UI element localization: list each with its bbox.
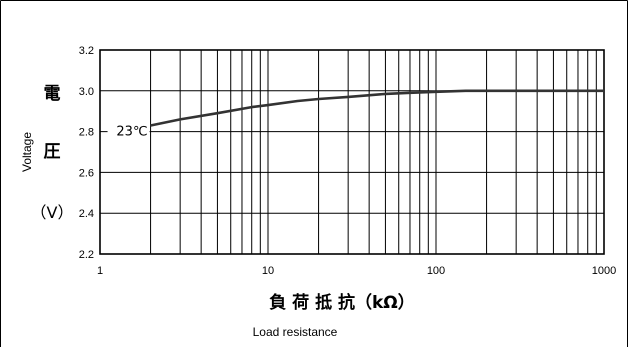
y-axis-title-jp-1: 電: [44, 84, 61, 104]
x-tick-label: 100: [427, 265, 445, 277]
series-line: [150, 89, 604, 127]
y-axis-title-jp-2: 圧: [44, 142, 61, 162]
x-axis-title-en: Load resistance: [253, 325, 338, 339]
y-tick-label: 2.4: [79, 208, 94, 220]
y-tick-label: 2.8: [79, 127, 94, 139]
x-tick-label: 10: [262, 265, 274, 277]
y-tick-label: 3.0: [79, 86, 94, 98]
series-label: 23℃: [116, 124, 147, 139]
x-tick-label: 1: [97, 265, 103, 277]
x-tick-label: 1000: [592, 265, 616, 277]
plot-area: [99, 49, 605, 255]
y-axis-title-jp-3: （V）: [31, 203, 74, 222]
y-tick-label: 3.2: [79, 45, 94, 57]
series-label-bg: [107, 121, 150, 140]
x-axis-title-jp: 負 荷 抵 抗（kΩ）: [269, 292, 415, 313]
y-tick-label: 2.2: [79, 249, 94, 261]
series-group: 23℃: [107, 89, 604, 140]
y-tick-label: 2.6: [79, 167, 94, 179]
y-axis-title-en: Voltage: [20, 132, 34, 172]
tick-labels: 1 10 100 1000 2.2 2.4 2.6 2.8 3.0 3.2: [79, 45, 617, 277]
grid: [99, 49, 605, 255]
plot-border: [99, 49, 605, 255]
